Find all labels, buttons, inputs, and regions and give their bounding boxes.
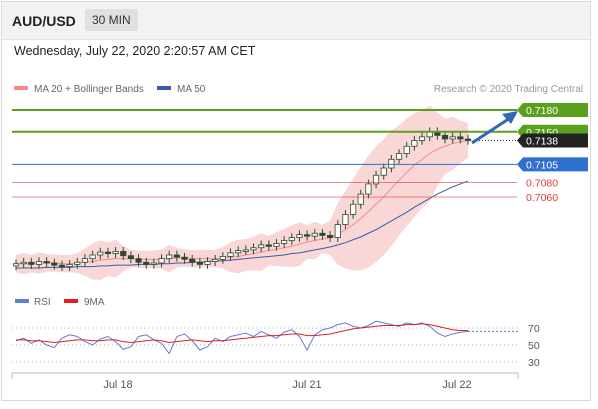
candle-body: [235, 250, 242, 254]
rsi-legend-swatch: [15, 299, 29, 303]
candle-body: [66, 264, 73, 267]
candle-body: [227, 252, 234, 257]
candle-body: [97, 251, 104, 256]
candle-body: [43, 261, 50, 264]
candle-body: [457, 136, 464, 140]
candle-body: [158, 258, 165, 264]
ma20-legend-label: MA 20 + Bollinger Bands: [34, 84, 144, 95]
candle-body: [304, 234, 311, 237]
rsi-ma-legend-swatch: [64, 299, 78, 303]
rsi-ma-line: [16, 323, 468, 343]
candle-body: [388, 158, 395, 169]
candle-body: [441, 134, 449, 140]
candle-body: [112, 250, 119, 254]
chart-widget: AUD/USD 30 MIN Wednesday, July 22, 2020 …: [1, 1, 591, 401]
candle-body: [189, 258, 196, 263]
candle-body: [20, 261, 27, 265]
date-line: Wednesday, July 22, 2020 2:20:57 AM CET: [14, 44, 256, 58]
timeframe-badge[interactable]: 30 MIN: [85, 9, 138, 31]
candle-body: [327, 235, 334, 239]
candle-body: [250, 247, 257, 251]
candle-body: [204, 261, 211, 265]
candle-body: [342, 213, 349, 225]
ma50-legend-swatch: [157, 86, 171, 90]
candle-body: [464, 138, 472, 141]
level-label: 0.7138: [526, 135, 558, 147]
candle-body: [127, 255, 134, 260]
candle-body: [411, 140, 418, 147]
candle-body: [120, 250, 127, 257]
rsi-tick-label: 50: [528, 340, 540, 352]
level-tag: [517, 133, 588, 148]
candle-body: [196, 261, 203, 265]
candle-body: [319, 232, 326, 236]
symbol-label: AUD/USD: [12, 13, 76, 29]
ma20-legend-swatch: [14, 86, 28, 90]
candle-body: [357, 193, 364, 205]
rsi-line: [15, 320, 469, 355]
rsi-tick-label: 30: [528, 357, 540, 369]
rsi-ma-legend-label: 9MA: [84, 297, 105, 308]
ma50-line: [16, 180, 469, 269]
candle-body: [311, 232, 318, 237]
x-tick-label: Jul 22: [442, 379, 471, 391]
candle-body: [242, 249, 249, 252]
candle-body: [135, 258, 142, 263]
candle-body: [58, 264, 66, 268]
candle-body: [418, 136, 426, 141]
level-label: 0.7080: [526, 178, 558, 190]
candle-body: [81, 258, 89, 263]
candle-body: [296, 234, 303, 238]
level-label: 0.7060: [526, 192, 558, 204]
candle-body: [51, 262, 58, 266]
candle-body: [74, 261, 81, 265]
candle-body: [350, 203, 357, 215]
level-label: 0.7105: [526, 159, 558, 171]
candle-body: [372, 174, 380, 185]
candle-body: [143, 261, 150, 265]
candle-body: [395, 153, 403, 160]
candle-body: [28, 261, 35, 265]
level-label: 0.7180: [526, 105, 558, 117]
level-tag: [517, 103, 588, 117]
candle-body: [219, 256, 226, 260]
candle-body: [181, 256, 188, 260]
x-tick-label: Jul 18: [103, 379, 132, 391]
candle-body: [166, 254, 173, 260]
candle-body: [173, 254, 180, 258]
price-panel: [12, 105, 472, 280]
candle-body: [449, 136, 456, 140]
candle-body: [403, 145, 410, 154]
candle-body: [273, 242, 280, 247]
candle-body: [89, 254, 96, 260]
rsi-tick-label: 70: [528, 323, 540, 335]
level-tag: [517, 157, 588, 172]
candle-body: [212, 258, 219, 262]
candle-body: [365, 183, 372, 195]
x-tick-label: Jul 21: [292, 379, 321, 391]
chart-header: AUD/USD 30 MIN: [2, 2, 590, 40]
candle-body: [265, 244, 272, 247]
candle-body: [258, 244, 265, 249]
candle-body: [35, 261, 43, 265]
credit-label: Research © 2020 Trading Central: [434, 84, 583, 95]
candle-body: [150, 262, 157, 265]
ma50-legend-label: MA 50: [177, 84, 206, 95]
price-chart: MA 20 + Bollinger Bands MA 50 Research ©…: [11, 84, 588, 391]
rsi-legend-label: RSI: [34, 297, 51, 308]
candle-body: [334, 224, 341, 239]
bollinger-band: [16, 105, 468, 280]
candle-body: [288, 237, 295, 241]
candle-body: [380, 167, 387, 176]
forecast-arrow: [471, 111, 518, 145]
candle-body: [281, 240, 288, 244]
candle-body: [104, 251, 112, 255]
rsi-panel: 70 50 30: [12, 320, 540, 369]
candle-body: [12, 263, 20, 267]
ma20-line: [16, 139, 469, 265]
